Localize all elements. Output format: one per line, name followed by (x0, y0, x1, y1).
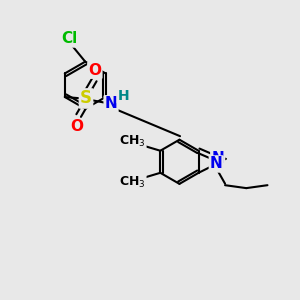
Text: S: S (80, 89, 92, 107)
Text: O: O (71, 119, 84, 134)
Text: Cl: Cl (61, 32, 78, 46)
Text: H: H (118, 88, 129, 103)
Text: CH$_3$: CH$_3$ (119, 134, 146, 149)
Text: O: O (88, 63, 101, 78)
Text: N: N (105, 96, 117, 111)
Text: CH$_3$: CH$_3$ (119, 175, 146, 190)
Text: N: N (210, 157, 223, 172)
Text: N: N (211, 152, 224, 166)
